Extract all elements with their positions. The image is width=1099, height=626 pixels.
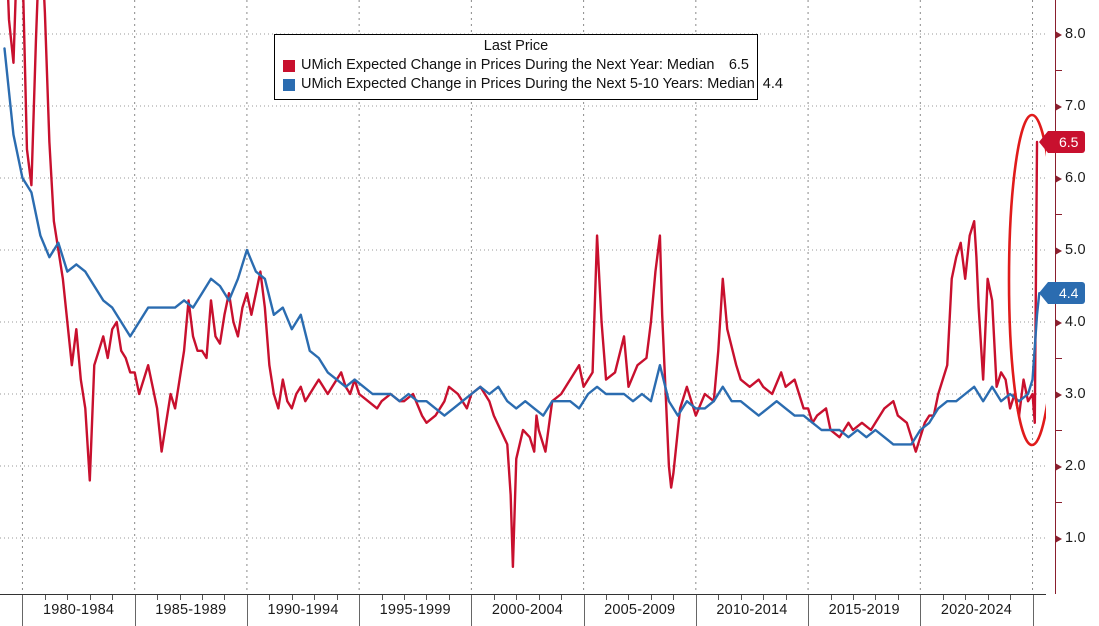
x-axis-tick [89,595,91,600]
x-axis-separator [1032,595,1034,626]
y-axis-minor-tick [1055,214,1062,215]
y-axis-tick [1055,247,1062,255]
x-axis-tick [628,595,630,600]
data-series [3,0,1041,568]
x-axis-tick [965,595,967,600]
y-axis-label: 6.0 [1065,169,1086,186]
x-axis-tick [852,595,854,600]
x-axis-label: 1980-1984 [42,602,115,618]
x-axis-separator [920,595,922,626]
y-axis-label: 5.0 [1065,241,1086,258]
x-axis-tick [269,595,271,600]
x-axis-tick [673,595,675,600]
x-axis-separator [246,595,248,626]
x-axis-tick [179,595,181,600]
x-axis-line [0,594,1046,595]
chart-svg [0,0,1046,594]
x-axis-label: 2005-2009 [604,602,676,618]
x-axis-label: 2000-2004 [491,602,564,618]
red-ellipse-highlight [1007,113,1046,447]
x-axis: 1980-1984 1985-1989 1990-1994 1995-1999 2000… [0,594,1046,626]
x-axis-separator [695,595,697,626]
x-axis-separator [359,595,361,626]
legend-label-next-year: UMich Expected Change in Prices During t… [301,57,715,73]
y-axis-label: 1.0 [1065,529,1086,546]
x-axis-tick [67,595,69,600]
x-axis-tick [561,595,563,600]
x-axis-tick [942,595,944,600]
y-axis-label: 4.0 [1065,313,1086,330]
legend-label-next-5-10-years: UMich Expected Change in Prices During t… [301,76,755,93]
flag-blue-value: 4.4 [1059,285,1079,302]
legend-swatch-red [283,59,295,72]
x-axis-separator [471,595,473,626]
x-axis-label: 2010-2014 [716,602,788,618]
y-axis-tick [1055,103,1062,111]
x-axis-tick [404,595,406,600]
y-axis-minor-tick [1055,430,1062,431]
x-axis-tick [448,595,450,600]
x-axis-label: 1990-1994 [267,602,339,618]
x-axis-tick [314,595,316,600]
x-axis-tick [112,595,114,600]
y-axis-label: 8.0 [1065,25,1086,42]
plot-area [0,0,1046,594]
x-axis-tick [987,595,989,600]
legend-title: Last Price [483,38,549,54]
x-axis-separator [22,595,24,626]
y-axis-tick [1055,463,1062,471]
legend-swatch-blue [283,78,295,91]
x-axis-separator [134,595,136,626]
x-axis-tick [224,595,226,600]
x-axis-tick [763,595,765,600]
x-axis-tick [516,595,518,600]
flag-red-value: 6.5 [1059,134,1079,150]
y-axis-minor-tick [1055,70,1062,71]
y-axis-tick [1055,535,1062,543]
status-badge-last-price-red: 6.5 [1038,131,1086,153]
legend-item-next-5-10-years: UMich Expected Change in Prices During t… [283,75,783,94]
x-axis-tick [830,595,832,600]
x-axis-tick [650,595,652,600]
x-axis-tick [897,595,899,600]
y-axis-label: 3.0 [1065,385,1086,402]
y-axis-tick [1055,391,1062,399]
x-axis-tick [740,595,742,600]
x-axis-tick [381,595,383,600]
x-axis-separator [583,595,585,626]
x-axis-label: 1995-1999 [379,602,451,618]
x-axis-tick [336,595,338,600]
x-axis-tick [718,595,720,600]
y-axis-tick [1055,319,1062,327]
x-axis-label: 1985-1989 [155,602,227,618]
y-axis-tick [1055,31,1062,39]
x-axis-tick [493,595,495,600]
x-axis-label: 2015-2019 [828,602,900,618]
legend: Last Price UMich Expected Change in Pric… [274,34,783,101]
x-axis-tick [157,595,159,600]
legend-value-next-year: 6.5 [728,57,749,73]
legend-value-next-5-10-years: 4.4 [762,76,783,93]
x-axis-tick [606,595,608,600]
x-axis-tick [426,595,428,600]
x-axis-separator [808,595,810,626]
y-axis-minor-tick [1055,358,1062,359]
x-axis-tick [291,595,293,600]
x-axis-label: 2020-2024 [940,602,1012,618]
y-axis-tick [1055,175,1062,183]
y-axis-label: 2.0 [1065,457,1086,474]
y-axis-minor-tick [1055,502,1062,503]
x-axis-tick [875,595,877,600]
x-axis-tick [785,595,787,600]
x-axis-tick [1010,595,1012,600]
legend-item-next-year: UMich Expected Change in Prices During t… [283,56,749,75]
x-axis-tick [44,595,46,600]
status-badge-last-price-blue: 4.4 [1038,282,1086,305]
x-axis-tick [538,595,540,600]
y-axis-label: 7.0 [1065,97,1086,114]
x-axis-tick [202,595,204,600]
